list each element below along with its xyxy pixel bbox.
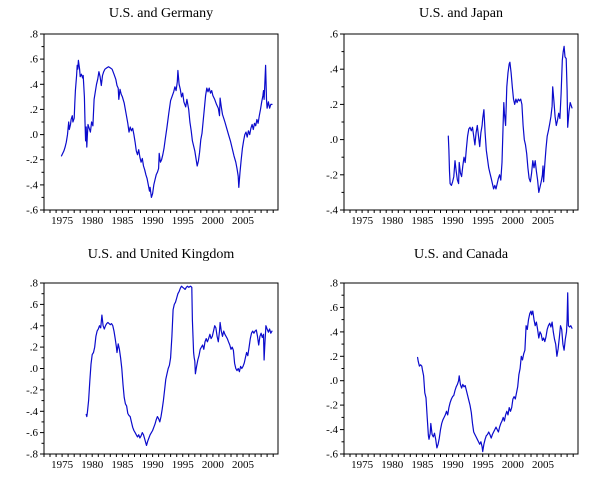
y-tick-label: .4 — [330, 64, 339, 76]
plot-frame — [43, 282, 279, 455]
y-tick-label: .8 — [30, 278, 39, 290]
chart-title-us-germany: U.S. and Germany — [108, 6, 214, 21]
x-tick-label: 1990 — [142, 215, 165, 227]
y-tick-label: .6 — [330, 302, 339, 314]
line-chart-us-japan: -.4 -.2 .0 .2 .4 .6 1975 1980 1985 1990 1995 2000 20… — [326, 29, 579, 227]
y-tick-label: -.2 — [26, 154, 38, 166]
x-tick-label: 1980 — [81, 215, 104, 227]
y-tick-label: .0 — [30, 129, 39, 141]
line-chart-us-united-kingdom: -.8 -.6 -.4 -.2 .0 .2 .4 .6 .8 1975 1980 1985 1990 19… — [26, 278, 279, 471]
correlation-line — [447, 45, 573, 193]
y-tick-label: .6 — [330, 29, 339, 41]
x-tick-label: 1980 — [81, 459, 104, 471]
x-tick-label: 2005 — [232, 459, 255, 471]
y-tick-label: -.4 — [26, 179, 38, 191]
y-tick-label: -.4 — [326, 424, 338, 436]
x-tick-label: 2005 — [232, 215, 255, 227]
y-tick-label: -.2 — [326, 400, 338, 412]
y-tick-label: .0 — [330, 134, 339, 146]
chart-panel-us-united-kingdom: -.8 -.6 -.4 -.2 .0 .2 .4 .6 .8 1975 1980 1985 1990 19… — [0, 241, 300, 482]
x-tick-label: 1985 — [411, 459, 434, 471]
x-tick-label: 1985 — [411, 215, 434, 227]
correlation-line — [85, 285, 273, 446]
x-tick-label: 1980 — [381, 459, 404, 471]
x-tick-label: 2005 — [532, 215, 555, 227]
y-tick-label: .6 — [30, 299, 39, 311]
y-tick-label: .0 — [330, 375, 339, 387]
line-chart-us-germany: -.6 -.4 -.2 .0 .2 .4 .6 .8 1975 1980 1985 1990 1995 2… — [26, 29, 279, 227]
x-tick-label: 1990 — [142, 459, 165, 471]
correlation-line — [60, 59, 273, 198]
y-tick-label: -.2 — [26, 384, 38, 396]
y-tick-label: -.6 — [26, 427, 38, 439]
chart-title-us-japan: U.S. and Japan — [419, 6, 503, 21]
y-tick-label: .8 — [30, 29, 39, 41]
y-tick-label: .2 — [330, 351, 338, 363]
y-tick-label: .8 — [330, 278, 339, 290]
x-tick-label: 1985 — [111, 215, 134, 227]
plot-frame — [343, 282, 579, 455]
chart-panel-us-germany: -.6 -.4 -.2 .0 .2 .4 .6 .8 1975 1980 1985 1990 1995 2… — [0, 0, 300, 241]
y-tick-label: .6 — [30, 54, 39, 66]
x-tick-label: 1990 — [442, 459, 465, 471]
y-tick-label: -.6 — [26, 205, 38, 217]
x-tick-label: 2000 — [202, 215, 225, 227]
y-tick-label: .4 — [30, 79, 39, 91]
chart-panel-us-canada: -.6 -.4 -.2 .0 .2 .4 .6 .8 1975 1980 1985 1990 1995 2… — [300, 241, 600, 482]
y-tick-label: .2 — [330, 99, 338, 111]
plot-frame — [343, 33, 579, 211]
x-tick-label: 1975 — [51, 215, 74, 227]
y-tick-label: .0 — [30, 363, 39, 375]
x-tick-label: 1995 — [472, 459, 495, 471]
y-tick-label: .2 — [30, 342, 38, 354]
x-tick-label: 1975 — [351, 459, 374, 471]
x-tick-label: 2000 — [502, 459, 525, 471]
x-tick-label: 1975 — [351, 215, 374, 227]
y-tick-label: -.6 — [326, 449, 338, 461]
y-tick-label: -.2 — [326, 169, 338, 181]
x-tick-label: 1985 — [111, 459, 134, 471]
chart-title-us-united-kingdom: U.S. and United Kingdom — [87, 247, 235, 262]
x-tick-label: 2000 — [202, 459, 225, 471]
y-tick-label: .4 — [330, 326, 339, 338]
chart-title-us-canada: U.S. and Canada — [413, 247, 509, 262]
x-tick-label: 1995 — [172, 215, 195, 227]
x-tick-label: 1995 — [172, 459, 195, 471]
chart-panel-us-japan: -.4 -.2 .0 .2 .4 .6 1975 1980 1985 1990 1995 2000 20… — [300, 0, 600, 241]
x-tick-label: 1990 — [442, 215, 465, 227]
x-tick-label: 1995 — [472, 215, 495, 227]
line-chart-us-canada: -.6 -.4 -.2 .0 .2 .4 .6 .8 1975 1980 1985 1990 1995 2… — [326, 278, 579, 471]
x-tick-label: 2005 — [532, 459, 555, 471]
x-tick-label: 2000 — [502, 215, 525, 227]
y-tick-label: -.8 — [26, 449, 38, 461]
y-tick-label: .4 — [30, 320, 39, 332]
y-tick-label: .2 — [30, 104, 38, 116]
y-tick-label: -.4 — [26, 406, 38, 418]
plot-frame — [43, 33, 279, 211]
correlation-line — [416, 292, 573, 453]
x-tick-label: 1980 — [381, 215, 404, 227]
x-tick-label: 1975 — [51, 459, 74, 471]
y-tick-label: -.4 — [326, 205, 338, 217]
